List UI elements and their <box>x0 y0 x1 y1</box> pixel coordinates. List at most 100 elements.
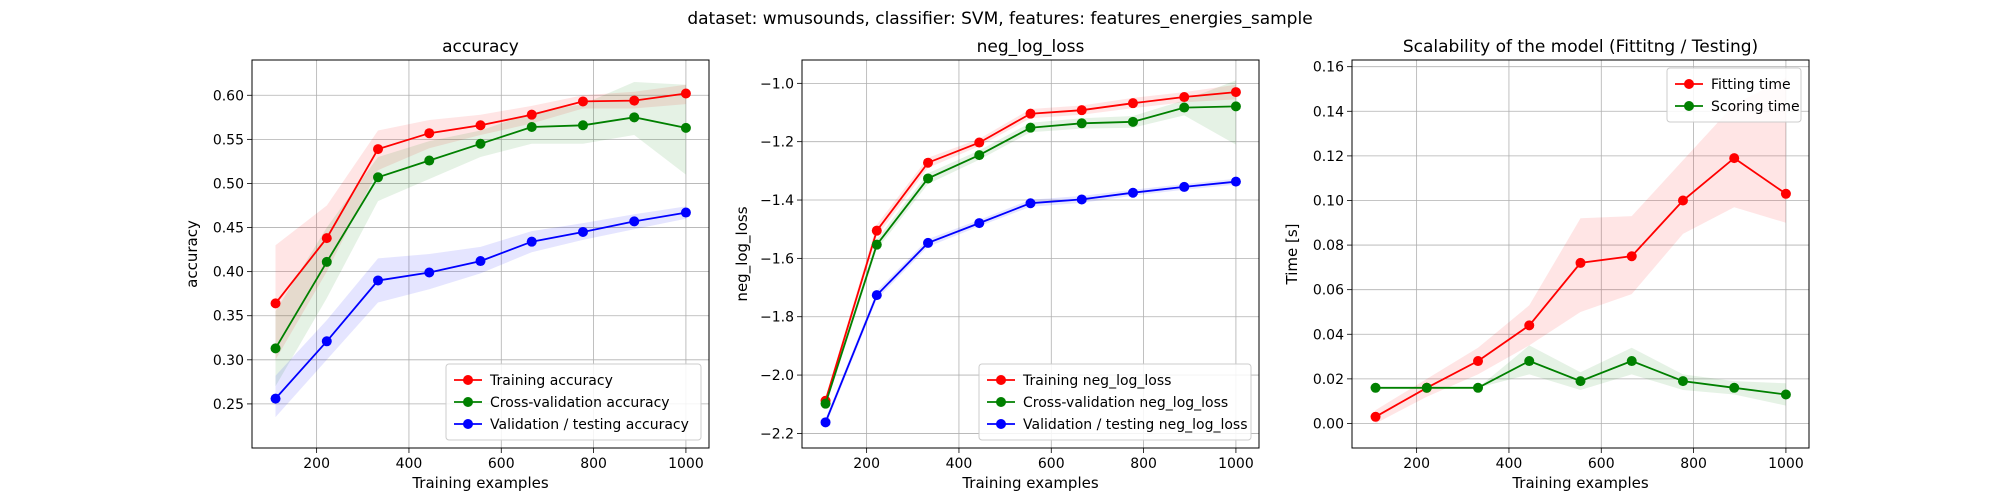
legend-label: Training accuracy <box>489 373 613 389</box>
legend-label: Cross-validation neg_log_loss <box>1023 395 1228 411</box>
data-point <box>1473 356 1484 367</box>
data-point <box>270 393 281 404</box>
legend-swatch-marker <box>1684 79 1694 89</box>
legend: Training accuracy Cross-validation accura… <box>445 363 702 441</box>
data-point <box>923 237 934 248</box>
y-tick-label: 0.35 <box>213 309 244 325</box>
y-tick-label: 0.50 <box>213 176 244 192</box>
data-point <box>424 267 435 278</box>
x-tick-label: 800 <box>1680 456 1707 472</box>
data-point <box>1780 188 1791 199</box>
y-tick-label: 0.30 <box>213 353 244 369</box>
data-point <box>475 256 486 267</box>
series-band-1 <box>825 84 1236 405</box>
data-point <box>526 122 537 133</box>
data-point <box>1230 101 1241 112</box>
plot-frame <box>801 59 1260 449</box>
legend-label: Cross-validation accuracy <box>490 395 670 411</box>
data-point <box>629 216 640 227</box>
data-point <box>1626 356 1637 367</box>
x-axis-label: Training examples <box>411 474 549 492</box>
x-tick-label: 600 <box>1038 456 1065 472</box>
chart-panel-3: 200 400 600 800 1000 0.00 0.02 0.04 0.06 0.08 0.10… <box>1283 37 1810 492</box>
y-tick-label: −1.4 <box>760 193 794 209</box>
legend-swatch-marker <box>996 397 1006 407</box>
data-point <box>1179 181 1190 192</box>
series-band-1 <box>1375 77 1786 424</box>
x-tick-label: 200 <box>1403 456 1430 472</box>
x-tick-label: 600 <box>1588 456 1615 472</box>
data-point <box>1179 92 1190 103</box>
data-point <box>321 256 332 267</box>
x-axis-label: Training examples <box>1511 474 1649 492</box>
x-tick-label: 400 <box>946 456 973 472</box>
y-tick-label: 0.02 <box>1313 372 1344 388</box>
data-point <box>1575 257 1586 268</box>
chart-panel-2: 200 400 600 800 1000 −2.2 −2.0 −1.8 −1.6 −1.4 −1.2… <box>733 37 1260 492</box>
panel-title: accuracy <box>442 37 519 57</box>
series-band-2 <box>825 80 1236 408</box>
legend-box <box>1666 67 1802 123</box>
data-point <box>680 207 691 218</box>
x-tick-label: 200 <box>853 456 880 472</box>
legend-item: Validation / testing accuracy <box>454 417 689 433</box>
y-tick-label: −1.0 <box>760 76 794 92</box>
y-axis-label: Time [s] <box>1283 224 1301 286</box>
data-point <box>1025 108 1036 119</box>
data-point <box>923 173 934 184</box>
y-tick-label: −1.2 <box>760 135 794 151</box>
data-point <box>1729 153 1740 164</box>
data-point <box>1230 176 1241 187</box>
y-tick-label: 0.06 <box>1313 283 1344 299</box>
y-tick-label: 0.45 <box>213 221 244 237</box>
y-tick-label: −1.8 <box>760 310 794 326</box>
legend: Training neg_log_loss Cross-validation ne… <box>978 363 1252 441</box>
data-point <box>526 236 537 247</box>
data-point <box>974 150 985 161</box>
data-point <box>1127 98 1138 109</box>
data-point <box>1370 411 1381 422</box>
plot-data-area <box>1370 77 1791 424</box>
y-tick-label: 0.08 <box>1313 238 1344 254</box>
data-point <box>820 417 831 428</box>
y-tick-label: 0.16 <box>1313 60 1344 76</box>
x-tick-label: 600 <box>488 456 515 472</box>
data-point <box>1230 87 1241 98</box>
legend-label: Validation / testing accuracy <box>490 417 689 433</box>
y-tick-label: 0.60 <box>213 88 244 104</box>
data-point <box>1127 187 1138 198</box>
y-tick-label: 0.00 <box>1313 416 1344 432</box>
data-point <box>1421 382 1432 393</box>
data-point <box>577 120 588 131</box>
series-band-2 <box>275 82 686 387</box>
x-axis-label: Training examples <box>961 474 1099 492</box>
legend-swatch-marker <box>1684 101 1694 111</box>
data-point <box>1626 251 1637 262</box>
data-point <box>373 275 384 286</box>
data-point <box>1729 382 1740 393</box>
data-point <box>1076 194 1087 205</box>
data-point <box>577 226 588 237</box>
figure-suptitle: dataset: wmusounds, classifier: SVM, fea… <box>687 9 1312 29</box>
data-point <box>1780 389 1791 400</box>
data-point <box>974 137 985 148</box>
data-point <box>871 225 882 236</box>
y-tick-label: 0.25 <box>213 397 244 413</box>
data-point <box>1677 376 1688 387</box>
x-tick-label: 800 <box>1130 456 1157 472</box>
y-tick-label: 0.04 <box>1313 327 1344 343</box>
data-point <box>321 233 332 244</box>
data-point <box>680 122 691 133</box>
legend-box <box>978 363 1252 441</box>
data-point <box>1575 376 1586 387</box>
data-point <box>680 88 691 99</box>
data-point <box>373 144 384 155</box>
data-point <box>1127 116 1138 127</box>
legend-label: Training neg_log_loss <box>1022 373 1171 389</box>
data-point <box>270 298 281 309</box>
legend-swatch-marker <box>463 375 473 385</box>
data-point <box>1025 198 1036 209</box>
y-tick-label: 0.12 <box>1313 149 1344 165</box>
data-point <box>974 218 985 229</box>
